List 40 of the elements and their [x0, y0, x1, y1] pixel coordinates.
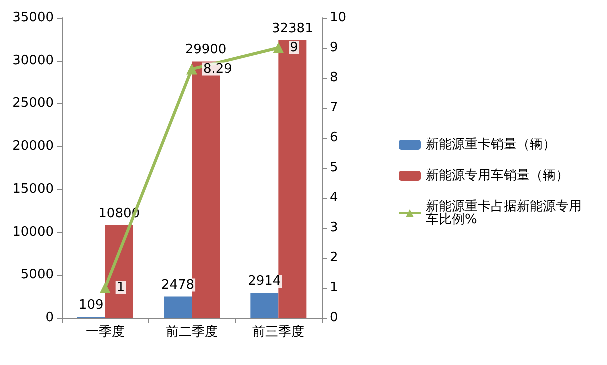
y-tick-label: 35000 [12, 10, 54, 26]
y2-tick-label: 0 [330, 310, 338, 326]
y2-tick-label: 4 [330, 190, 338, 206]
y-tick-label: 15000 [12, 182, 54, 197]
data-label: 2478 [161, 278, 195, 293]
point [273, 42, 284, 54]
data-label: 109 [78, 298, 104, 314]
legend-label: 新能源重卡销量（辆） [426, 138, 556, 152]
y-tick-label: 20000 [12, 139, 54, 154]
y2-tick-label: 8 [330, 70, 338, 86]
y2-tick-label: 10 [330, 10, 347, 26]
y2-tick-label: 9 [330, 40, 338, 56]
x-tick-label: 前三季度 [252, 324, 305, 340]
y2-tick-label: 6 [330, 130, 338, 146]
x-tick-label: 前二季度 [166, 324, 218, 340]
y-tick-label: 30000 [12, 53, 54, 68]
y-tick-label: 5000 [20, 268, 54, 283]
y-tick-label: 0 [46, 310, 54, 326]
bar [250, 293, 279, 318]
bar [278, 40, 307, 318]
point [186, 64, 198, 75]
data-label: 29900 [185, 42, 227, 58]
x-tick-label: 一季度 [86, 324, 125, 340]
data-label: 2914 [248, 274, 282, 290]
legend-label: 新能源专用车销量（辆） [426, 168, 569, 184]
point [100, 282, 111, 294]
y2-tick-label: 2 [330, 250, 338, 266]
y2-tick-label: 1 [330, 280, 338, 296]
y2-tick-label: 7 [330, 100, 338, 116]
bar [105, 225, 134, 318]
y-tick-label: 10000 [12, 224, 54, 240]
y-tick-label: 25000 [12, 96, 54, 112]
y2-tick-label: 5 [330, 160, 338, 176]
legend-label: 新能源重卡占据新能源专用车比例% [426, 200, 582, 228]
bar [164, 296, 192, 318]
data-label: 8.29 [204, 62, 232, 77]
data-label: 32381 [272, 21, 314, 36]
data-label: 1 [116, 280, 126, 296]
data-label: 9 [290, 40, 298, 56]
y2-tick-label: 3 [330, 220, 338, 236]
